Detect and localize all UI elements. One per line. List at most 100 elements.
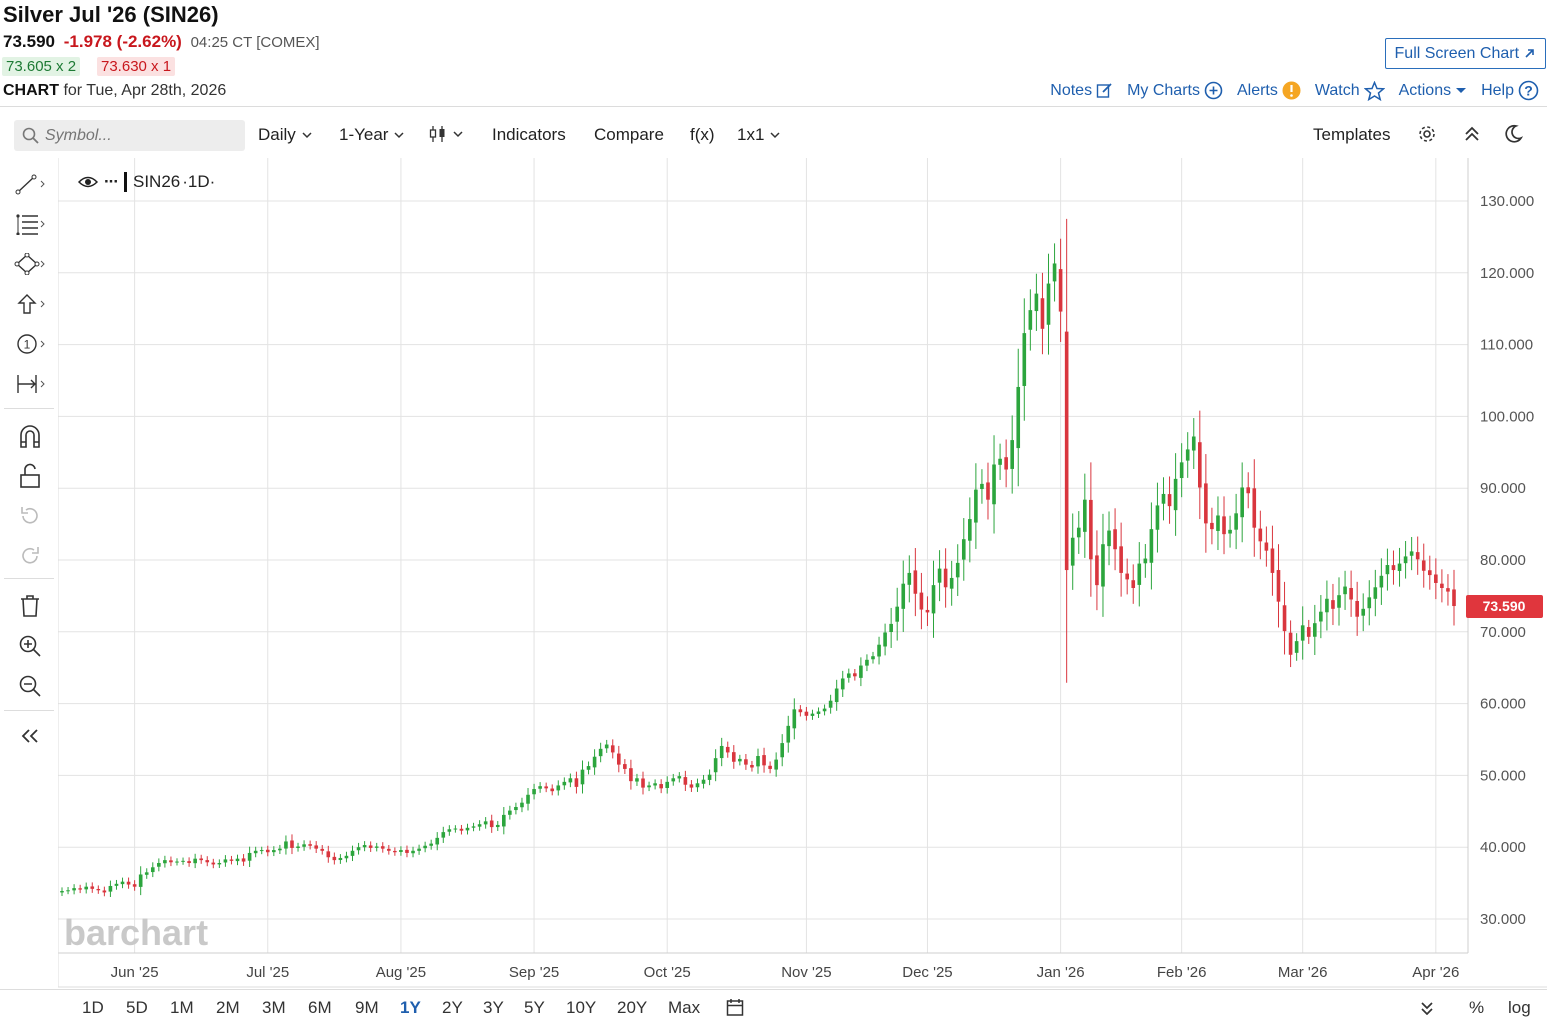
range-1m[interactable]: 1M [170,998,194,1017]
candle-body [592,756,597,768]
candle-body [913,570,918,594]
fib-tool[interactable] [14,210,46,238]
candle-body [1004,457,1008,470]
measure-tool[interactable] [14,370,46,398]
candle-body [447,829,452,832]
eye-icon[interactable] [78,175,98,189]
templates-button[interactable]: Templates [1313,125,1391,144]
candle-body [840,678,845,690]
expand-bottom-button[interactable] [1420,1000,1434,1020]
full-screen-button[interactable]: Full Screen Chart [1385,38,1546,69]
drawing-toolbar: 1 [0,160,58,760]
candle-body [368,845,373,848]
candle-body [828,700,833,708]
range-2y[interactable]: 2Y [442,998,463,1017]
candle-body [320,848,325,851]
shape-tool[interactable] [14,250,46,278]
magnet-tool[interactable] [14,422,46,450]
candle-body [1282,605,1287,632]
range-1y[interactable]: 1Y [400,998,421,1017]
lock-tool[interactable] [14,462,46,490]
interval-dropdown[interactable]: Daily [258,125,312,145]
range-5d[interactable]: 5D [126,998,148,1017]
candle-body [1228,529,1232,534]
candle-body [405,849,409,853]
svg-text:1: 1 [24,338,31,352]
range-10y[interactable]: 10Y [566,998,597,1017]
magnet-icon [20,425,40,448]
watch-link[interactable]: Watch [1315,80,1385,101]
dark-mode-toggle[interactable] [1503,124,1523,144]
zoom-out-button[interactable] [14,672,46,700]
log-toggle[interactable]: log [1508,998,1531,1017]
candle-body [241,858,246,862]
undo-button[interactable] [14,502,46,530]
quote-time: 04:25 CT [COMEX] [190,34,320,51]
candle-body [786,725,791,743]
candle-body [489,820,494,828]
redo-button[interactable] [14,542,46,570]
function-button[interactable]: f(x) [690,125,715,144]
range-3y[interactable]: 3Y [483,998,504,1017]
symbol-input[interactable] [45,126,235,145]
help-link[interactable]: Help ? [1481,80,1539,101]
candle-body [1325,598,1329,613]
percent-toggle[interactable]: % [1469,998,1485,1017]
candle-body [1064,331,1069,571]
arrow-tool[interactable] [14,290,46,318]
range-3m[interactable]: 3M [262,998,286,1017]
alerts-link[interactable]: Alerts [1237,80,1301,101]
candle-body [1204,483,1208,524]
layout-dropdown[interactable]: 1x1 [737,125,780,145]
range-max[interactable]: Max [668,998,701,1017]
annotation-tool[interactable]: 1 [14,330,46,358]
range-5y[interactable]: 5Y [524,998,545,1017]
period-dropdown[interactable]: 1-Year [339,125,404,145]
actions-menu[interactable]: Actions [1399,80,1467,101]
candle-body [1137,563,1142,585]
candle-body [235,858,240,862]
delete-button[interactable] [14,592,46,620]
date-picker-button[interactable] [726,998,744,1022]
chart-area[interactable]: 30.000 40.000 50.000 60.000 70.000 80.000 90.0… [57,158,1547,988]
candle-body [616,753,621,765]
candle-body [169,860,173,863]
candle-body [356,847,361,851]
price-chart[interactable]: 30.000 40.000 50.000 60.000 70.000 80.000 90.0… [57,158,1547,988]
candle-body [725,746,730,753]
last-price: 73.590 [3,32,55,51]
candle-body [1343,586,1347,595]
candle-body [683,777,688,785]
range-20y[interactable]: 20Y [617,998,648,1017]
zoom-in-button[interactable] [14,632,46,660]
range-6m[interactable]: 6M [308,998,332,1017]
candle-body [949,577,954,589]
indicators-button[interactable]: Indicators [492,125,566,144]
settings-button[interactable] [1417,124,1437,144]
candle-body [883,632,887,647]
candle-body [810,713,815,716]
candle-body [834,688,839,703]
candle-body [961,539,966,560]
my-charts-link[interactable]: My Charts [1127,80,1223,101]
symbol-search[interactable] [14,120,245,151]
candle-body [429,843,433,846]
notes-link[interactable]: Notes [1050,80,1113,101]
range-1d[interactable]: 1D [82,998,104,1017]
compare-button[interactable]: Compare [594,125,664,144]
trendline-tool[interactable] [14,170,46,198]
collapse-header-button[interactable] [1464,126,1480,142]
candle-body [1440,583,1444,589]
candle-body [253,850,258,854]
candle-body [132,884,137,887]
collapse-tools-button[interactable] [14,722,46,750]
candle-body [272,850,276,853]
candle-body [1161,493,1166,504]
candle-body [350,850,355,856]
more-icon[interactable]: ··· [104,172,119,191]
candle-body [1010,440,1014,469]
candle-body [441,832,446,838]
chart-type-dropdown[interactable] [429,125,463,143]
range-2m[interactable]: 2M [216,998,240,1017]
range-9m[interactable]: 9M [355,998,379,1017]
